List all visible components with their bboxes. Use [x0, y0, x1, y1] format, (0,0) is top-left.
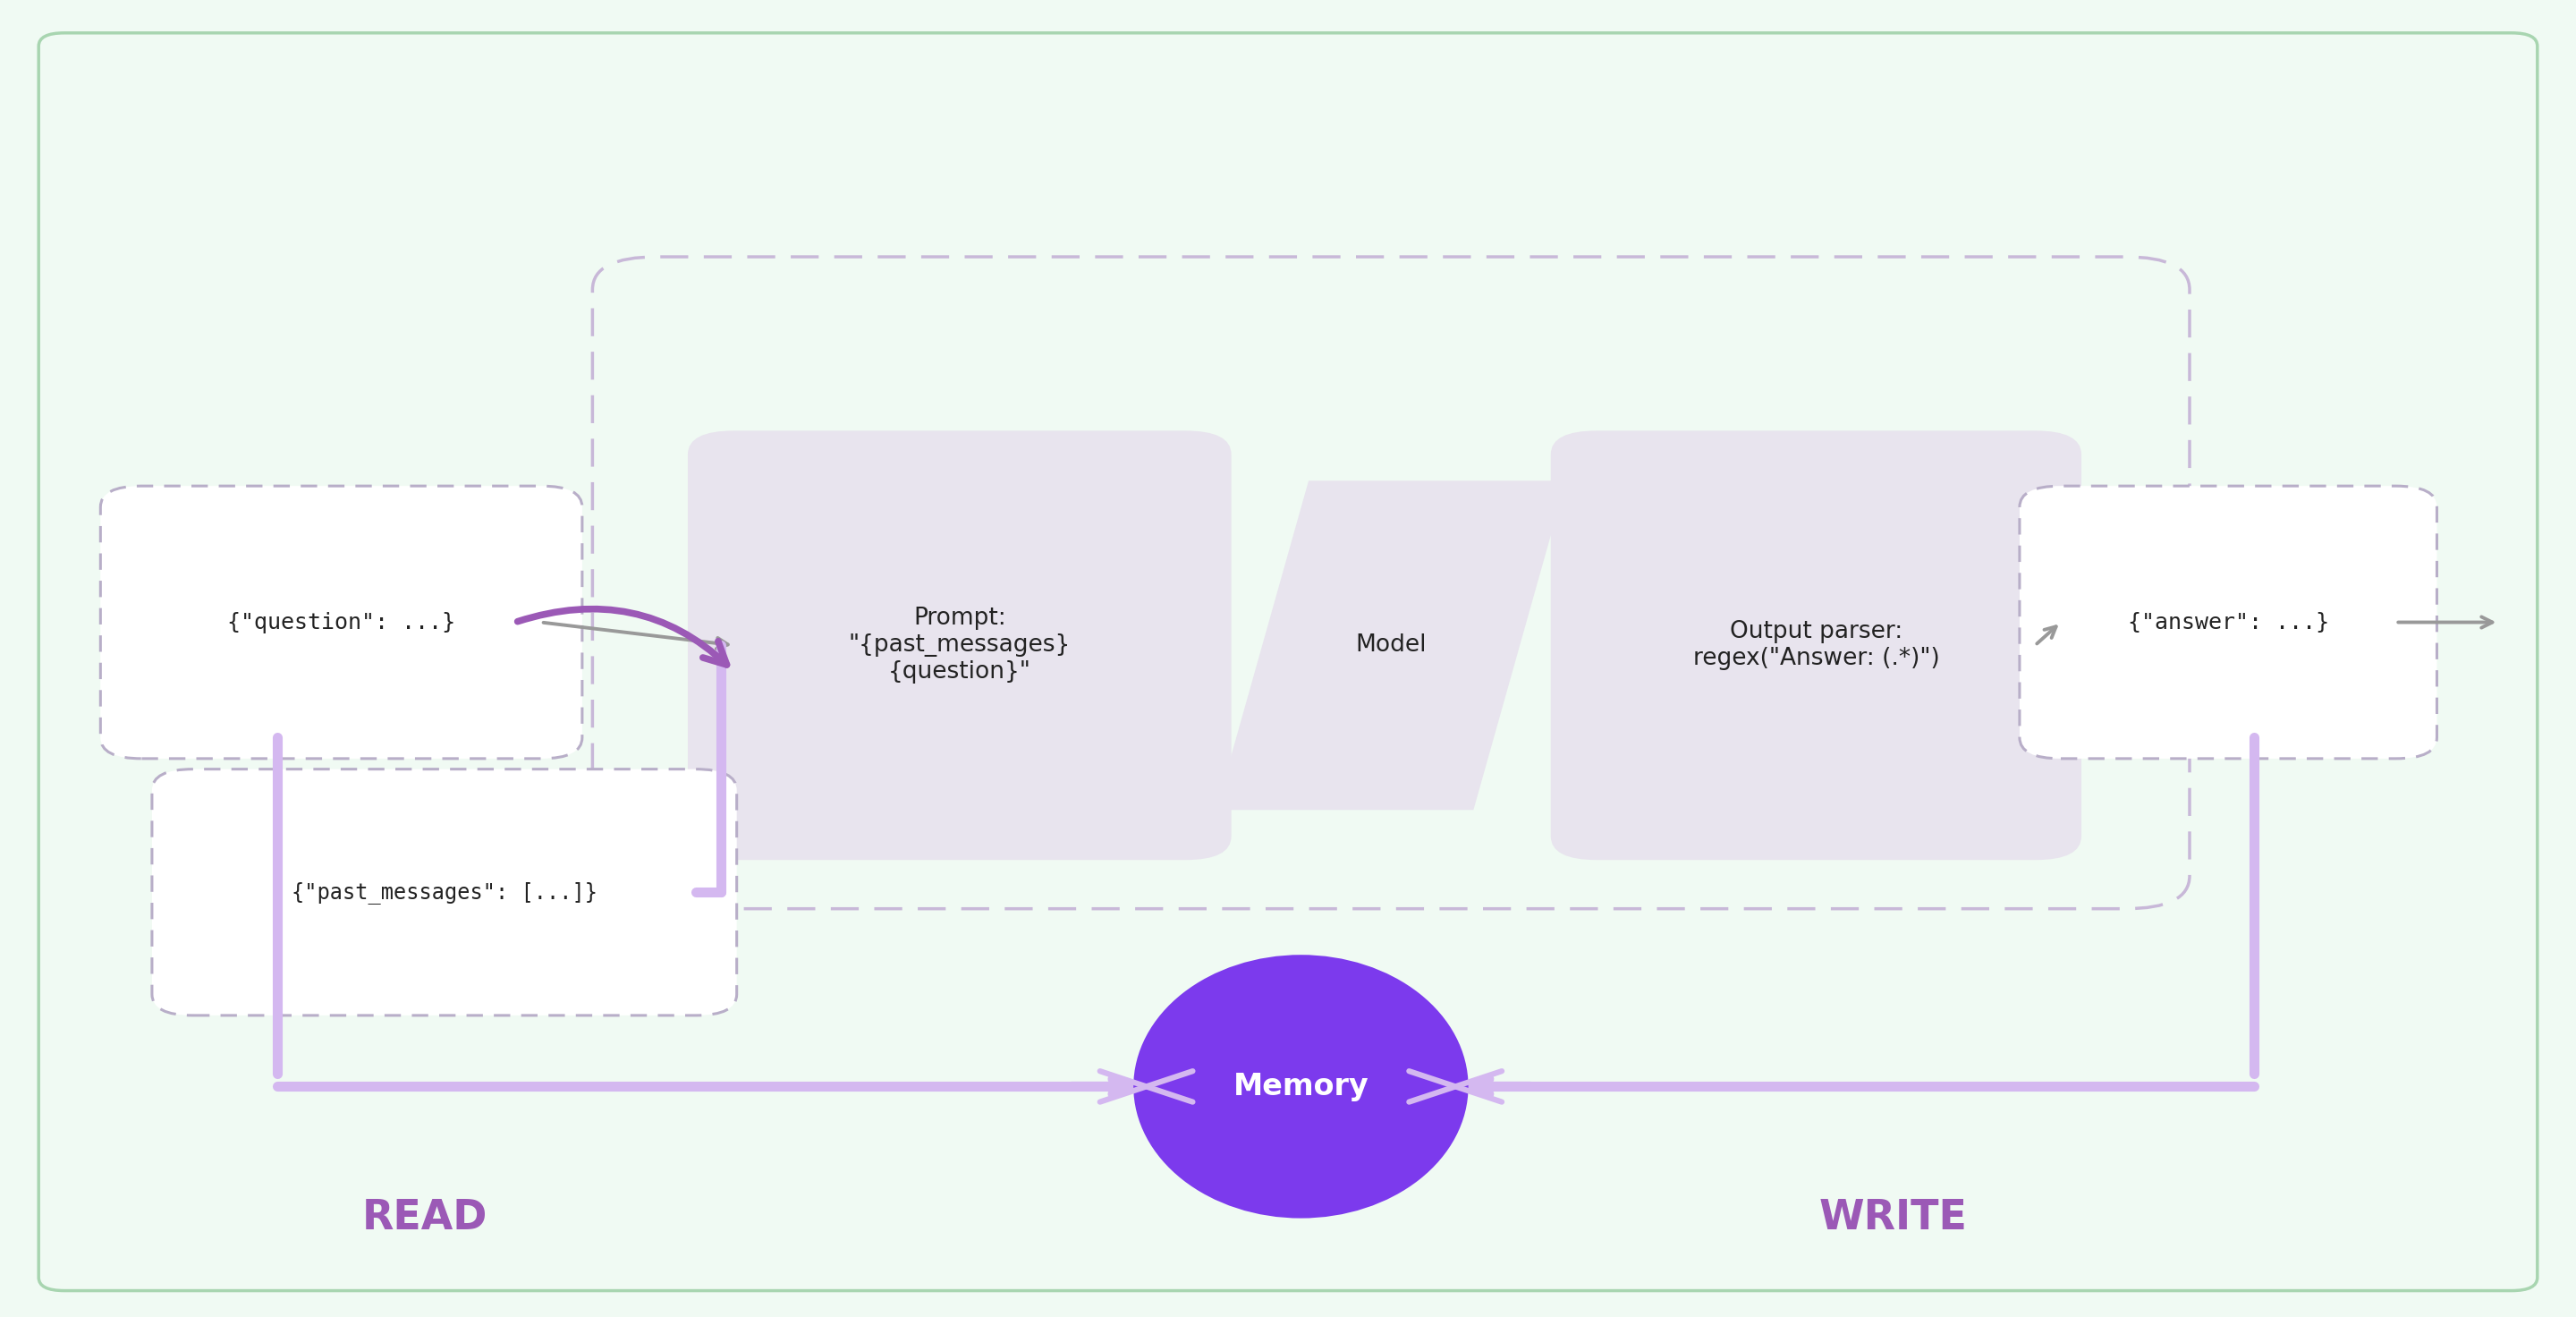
Text: READ: READ: [363, 1198, 487, 1238]
FancyBboxPatch shape: [1551, 431, 2081, 860]
Text: Memory: Memory: [1234, 1072, 1368, 1101]
FancyBboxPatch shape: [100, 486, 582, 759]
Text: {"past_messages": [...]}: {"past_messages": [...]}: [291, 881, 598, 903]
Text: Output parser:
regex("Answer: (.*)"): Output parser: regex("Answer: (.*)"): [1692, 620, 1940, 670]
Text: Prompt:
"{past_messages}
{question}": Prompt: "{past_messages} {question}": [848, 607, 1072, 684]
Polygon shape: [1216, 481, 1566, 810]
FancyBboxPatch shape: [688, 431, 1231, 860]
Ellipse shape: [1133, 955, 1468, 1218]
FancyBboxPatch shape: [2020, 486, 2437, 759]
Text: Model: Model: [1355, 633, 1427, 657]
Text: WRITE: WRITE: [1819, 1198, 1968, 1238]
FancyBboxPatch shape: [39, 33, 2537, 1291]
FancyBboxPatch shape: [152, 769, 737, 1015]
Text: {"answer": ...}: {"answer": ...}: [2128, 611, 2329, 633]
Text: {"question": ...}: {"question": ...}: [227, 611, 456, 633]
